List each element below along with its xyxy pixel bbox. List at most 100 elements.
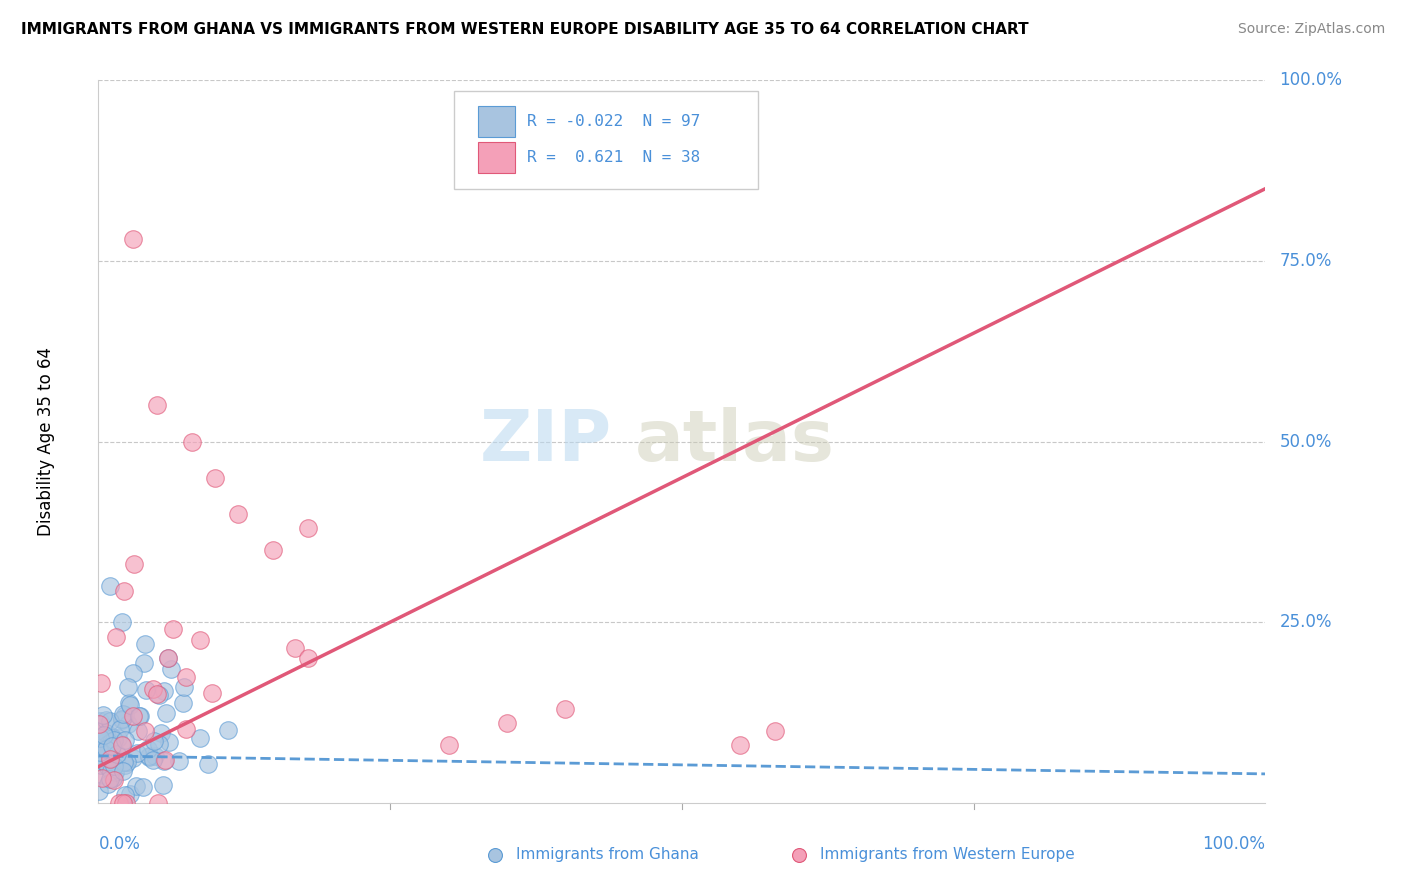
Point (159, 662, 181, 676)
Point (143, 749, 166, 764)
Point (180, 434, 202, 449)
Point (150, 726, 173, 740)
Point (120, 698, 142, 713)
Point (122, 665, 145, 680)
Point (228, 507, 250, 521)
Point (152, 778, 174, 792)
Point (97, 743, 120, 757)
Point (217, 723, 239, 737)
Point (167, 754, 190, 768)
Point (94, 752, 117, 766)
Point (262, 542, 284, 557)
Point (148, 688, 170, 702)
Point (114, 733, 136, 747)
Point (146, 687, 169, 701)
Point (103, 733, 125, 747)
Point (114, 796, 136, 810)
Point (148, 796, 170, 810)
Point (138, 749, 160, 764)
Point (89, 731, 111, 746)
Point (153, 684, 176, 698)
Point (91, 771, 114, 785)
Point (188, 731, 211, 745)
Point (142, 681, 165, 696)
Point (98, 751, 121, 765)
Point (101, 747, 124, 761)
Text: Immigrants from Western Europe: Immigrants from Western Europe (820, 847, 1074, 863)
Point (89, 745, 111, 759)
Point (93, 736, 115, 750)
Point (89, 768, 111, 782)
Point (120, 787, 142, 801)
Point (103, 752, 125, 766)
Point (115, 755, 138, 769)
Point (162, 622, 184, 636)
Point (496, 716, 519, 731)
Point (97, 776, 120, 790)
Point (101, 731, 124, 745)
Point (114, 708, 136, 723)
Point (188, 633, 211, 648)
Text: 25.0%: 25.0% (1279, 613, 1331, 632)
Point (152, 754, 174, 768)
Point (101, 771, 124, 785)
Point (105, 747, 128, 761)
Point (763, 723, 786, 738)
Point (730, 738, 752, 752)
Text: IMMIGRANTS FROM GHANA VS IMMIGRANTS FROM WESTERN EUROPE DISABILITY AGE 35 TO 64 : IMMIGRANTS FROM GHANA VS IMMIGRANTS FROM… (21, 22, 1029, 37)
Point (91, 733, 114, 747)
Text: 100.0%: 100.0% (1202, 835, 1265, 854)
Point (174, 670, 197, 684)
Point (101, 771, 124, 785)
Text: Source: ZipAtlas.com: Source: ZipAtlas.com (1237, 22, 1385, 37)
Point (134, 723, 156, 738)
Point (155, 706, 177, 721)
Point (157, 651, 180, 665)
Point (110, 737, 132, 751)
Point (136, 741, 159, 756)
Point (284, 640, 307, 655)
Point (204, 470, 226, 484)
Point (157, 734, 180, 748)
Point (173, 680, 195, 694)
Point (132, 780, 155, 794)
Point (87, 784, 110, 798)
Point (138, 749, 160, 764)
Point (122, 557, 145, 571)
Text: 100.0%: 100.0% (1279, 71, 1343, 89)
Point (105, 753, 128, 767)
Point (98, 714, 121, 729)
Point (172, 696, 194, 710)
Point (129, 708, 152, 723)
Point (117, 680, 139, 694)
Point (143, 733, 166, 747)
Point (146, 398, 169, 412)
Point (157, 651, 180, 665)
Text: atlas: atlas (636, 407, 835, 476)
Point (104, 631, 127, 645)
Point (135, 683, 157, 698)
Point (91, 708, 114, 723)
Point (100, 731, 122, 745)
Point (108, 723, 131, 737)
Text: 75.0%: 75.0% (1279, 252, 1331, 270)
Point (134, 657, 156, 671)
Point (97, 746, 120, 760)
Point (122, 232, 145, 246)
Point (97, 760, 120, 774)
Point (201, 686, 224, 700)
Point (104, 765, 127, 780)
Point (89, 753, 111, 767)
Point (100, 734, 122, 748)
Point (93, 728, 115, 742)
Point (108, 796, 131, 810)
Point (142, 753, 165, 767)
Point (297, 651, 319, 665)
Point (107, 731, 129, 745)
Point (87, 716, 110, 731)
Text: ZIP: ZIP (479, 407, 612, 476)
Point (148, 737, 170, 751)
Point (111, 764, 134, 778)
Point (98, 752, 121, 766)
Point (134, 637, 156, 651)
